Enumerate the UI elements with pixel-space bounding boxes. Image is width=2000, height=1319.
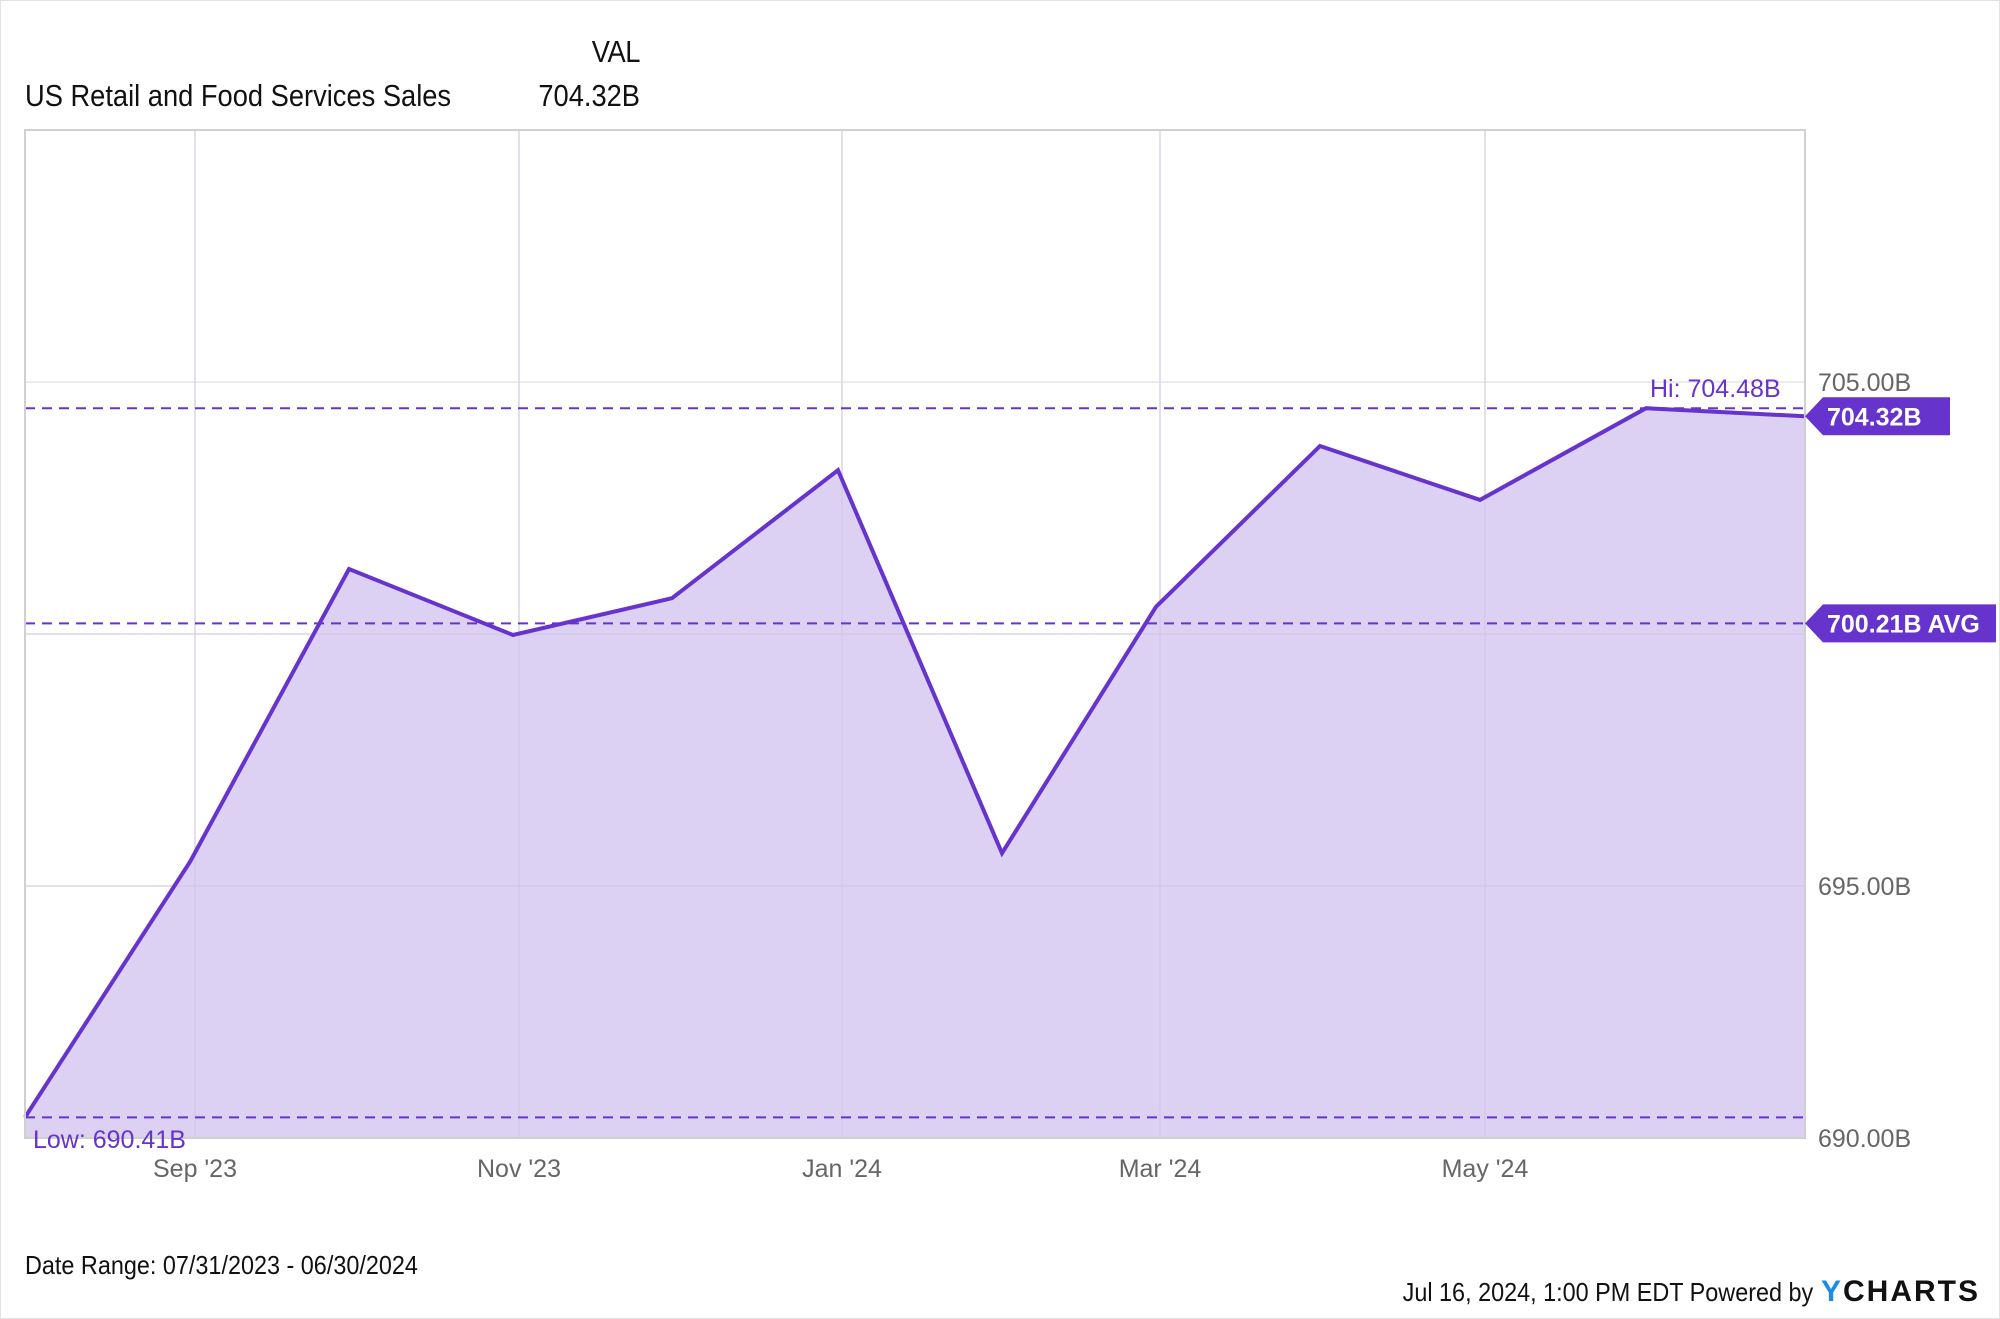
timestamp-text: Jul 16, 2024, 1:00 PM EDT <box>1402 1276 1683 1307</box>
x-tick-label: Nov '23 <box>477 1155 561 1183</box>
hi-label: Hi: 704.48B <box>1650 375 1781 403</box>
ycharts-logo[interactable]: YCHARTS <box>1821 1275 1980 1309</box>
series-line <box>23 406 1806 1119</box>
logo-text: CHARTS <box>1843 1275 1980 1308</box>
powered-by-text: Powered by <box>1689 1276 1813 1307</box>
plot-border <box>24 129 1806 1139</box>
x-tick-label: May '24 <box>1442 1155 1529 1183</box>
timestamp: Jul 16, 2024, 1:00 PM EDT Powered by <box>1402 1277 1813 1308</box>
average-badge-bg <box>1805 604 1996 643</box>
last-value-badge: 704.32B <box>1827 403 1922 431</box>
average-badge: 700.21B AVG <box>1827 610 1980 638</box>
logo-y: Y <box>1820 1275 1843 1308</box>
y-tick-label: 695.00B <box>1818 873 1911 901</box>
low-label: Low: 690.41B <box>33 1126 186 1154</box>
x-tick-label: Sep '23 <box>153 1155 237 1183</box>
x-tick-label: Mar '24 <box>1119 1155 1202 1183</box>
date-range: Date Range: 07/31/2023 - 06/30/2024 <box>25 1250 418 1280</box>
y-tick-label: 690.00B <box>1818 1125 1911 1153</box>
area-fill <box>25 408 1805 1138</box>
y-tick-label: 705.00B <box>1818 369 1911 397</box>
last-value-badge-bg <box>1805 397 1950 436</box>
value-column-header: VAL <box>591 34 641 69</box>
footer-attribution: Jul 16, 2024, 1:00 PM EDT Powered by YCH… <box>1357 1275 1980 1309</box>
series-current-value: 704.32B <box>538 78 640 113</box>
x-tick-label: Jan '24 <box>802 1155 882 1183</box>
series-name: US Retail and Food Services Sales <box>25 78 452 113</box>
